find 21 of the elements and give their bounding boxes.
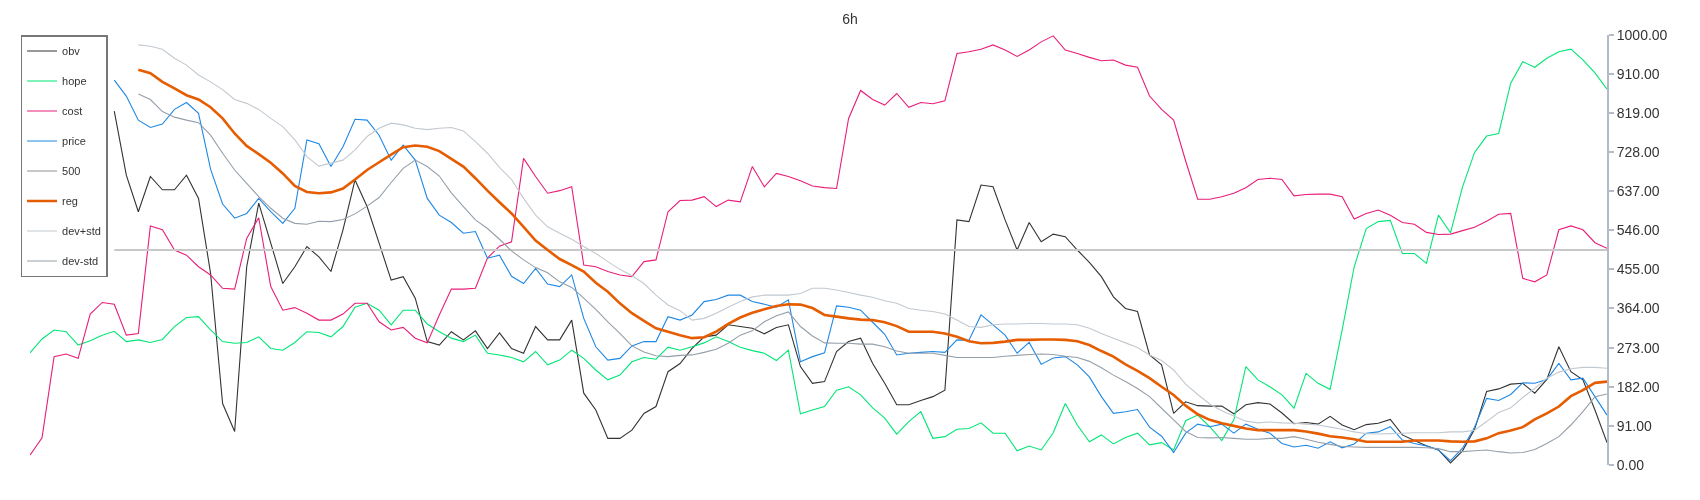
y-tick-label: 0.00 bbox=[1616, 456, 1645, 473]
legend-label: reg bbox=[62, 195, 78, 208]
legend-label: 500 bbox=[62, 165, 81, 178]
y-tick-label: 364.00 bbox=[1616, 300, 1660, 317]
y-tick-label: 819.00 bbox=[1616, 104, 1660, 121]
legend-label: price bbox=[62, 135, 86, 148]
y-tick-label: 728.00 bbox=[1616, 143, 1660, 160]
legend-label: dev+std bbox=[62, 225, 101, 238]
legend-label: cost bbox=[62, 105, 83, 118]
legend-label: hope bbox=[62, 75, 87, 88]
y-tick-label: 1000.00 bbox=[1616, 26, 1668, 43]
y-tick-label: 182.00 bbox=[1616, 378, 1660, 395]
y-tick-label: 91.00 bbox=[1616, 417, 1653, 434]
y-tick-label: 910.00 bbox=[1616, 65, 1660, 82]
chart-title: 6h bbox=[842, 11, 858, 28]
y-tick-label: 637.00 bbox=[1616, 182, 1660, 199]
y-tick-label: 273.00 bbox=[1616, 339, 1660, 356]
legend-label: dev-std bbox=[62, 255, 99, 268]
y-tick-label: 546.00 bbox=[1616, 222, 1660, 239]
y-tick-label: 455.00 bbox=[1616, 261, 1660, 278]
legend-label: obv bbox=[62, 45, 81, 58]
